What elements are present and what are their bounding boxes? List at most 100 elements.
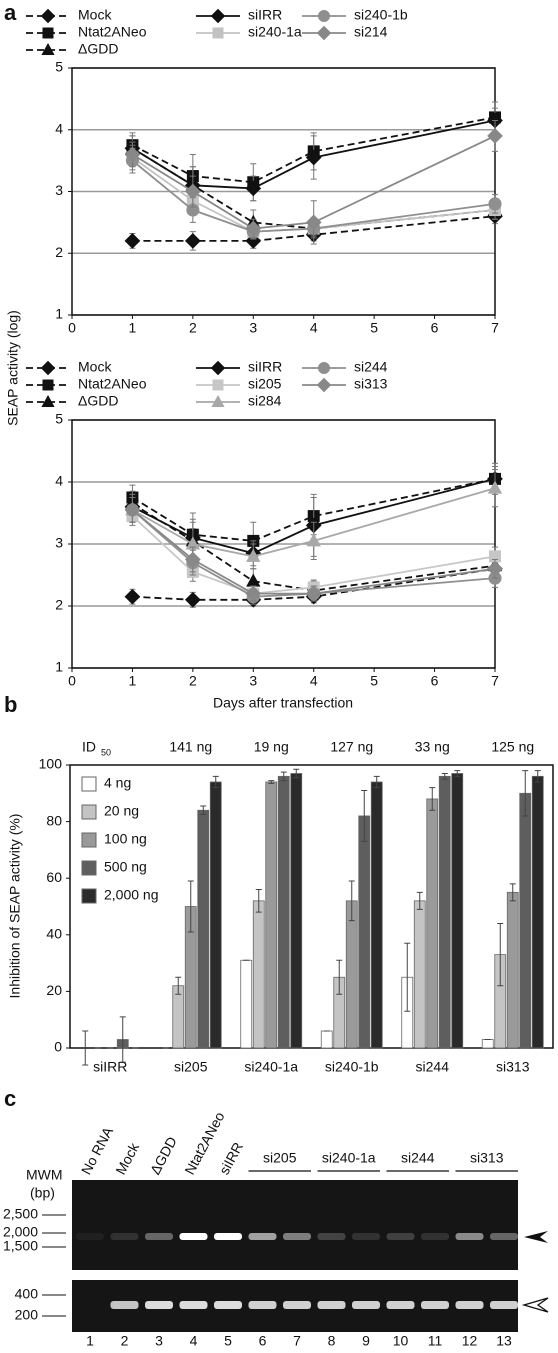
data-point xyxy=(185,183,201,200)
legend-marker xyxy=(318,10,330,22)
data-point xyxy=(245,180,262,197)
gel-band xyxy=(386,1301,415,1309)
category-label: si205 xyxy=(174,1059,208,1075)
x-tick-label: 1 xyxy=(129,673,137,689)
legend-marker xyxy=(211,394,225,407)
legend-label: 100 ng xyxy=(104,831,147,847)
gel-band xyxy=(110,1233,139,1240)
legend-marker xyxy=(210,360,226,376)
legend-label: Ntat2ANeo xyxy=(78,24,147,40)
legend-label: si240-1a xyxy=(248,24,302,40)
bar xyxy=(506,891,519,1049)
lane-label: siIRR xyxy=(216,1139,246,1177)
gel-band xyxy=(283,1301,311,1309)
y-tick-label: 4 xyxy=(55,473,63,489)
gel-band xyxy=(110,1301,139,1309)
lane-number: 13 xyxy=(496,1333,512,1349)
marker-label: 400 xyxy=(15,1286,39,1302)
bar xyxy=(426,798,439,1049)
gel-band xyxy=(76,1233,104,1240)
group-label: si313 xyxy=(470,1150,504,1166)
gel-band xyxy=(179,1233,208,1240)
y-tick-label: 2 xyxy=(55,244,63,260)
legend-marker xyxy=(318,362,330,374)
legend-swatch xyxy=(81,860,97,876)
lane-number: 10 xyxy=(393,1333,409,1349)
data-point xyxy=(246,548,261,562)
bar xyxy=(209,781,222,1049)
error-bar xyxy=(175,976,182,995)
bar xyxy=(290,773,303,1049)
gel-band xyxy=(352,1301,380,1309)
x-tick-label: 5 xyxy=(370,673,378,689)
id50-label: ID xyxy=(82,739,96,755)
error-bar xyxy=(119,1016,126,1063)
gel-band xyxy=(179,1301,208,1309)
bar xyxy=(252,900,265,1049)
bar xyxy=(277,775,290,1049)
legend-marker xyxy=(212,379,224,391)
plot-frame xyxy=(71,67,496,316)
legend-label: si313 xyxy=(354,376,388,392)
data-point xyxy=(124,233,141,249)
bar xyxy=(451,773,464,1049)
y-tick-label: 1 xyxy=(55,306,63,322)
gel-band xyxy=(248,1233,277,1240)
data-point xyxy=(487,480,503,494)
error-bar xyxy=(293,768,300,779)
y-tick-label: 100 xyxy=(39,756,63,772)
data-point xyxy=(305,149,322,166)
error-bar xyxy=(416,891,423,910)
data-point xyxy=(246,573,261,587)
data-point xyxy=(245,585,262,602)
arrowhead-open xyxy=(521,1297,549,1313)
error-bar xyxy=(268,780,275,784)
bar xyxy=(531,775,544,1049)
gel-band xyxy=(214,1233,242,1240)
bar xyxy=(240,959,253,1049)
bar xyxy=(413,900,426,1049)
legend-label: 2,000 ng xyxy=(104,887,159,903)
lane-label: ΔGDD xyxy=(147,1134,180,1177)
id50-value: 19 ng xyxy=(254,739,289,755)
gel-band xyxy=(421,1233,449,1240)
lane-number: 2 xyxy=(121,1333,129,1349)
bar xyxy=(172,985,185,1049)
x-axis-title: Days after transfection xyxy=(213,695,353,711)
error-bar xyxy=(454,770,461,777)
bar xyxy=(320,1030,333,1049)
data-point xyxy=(305,585,322,602)
y-axis-title: Inhibition of SEAP activity (%) xyxy=(7,814,23,999)
lane-label: Mock xyxy=(112,1139,142,1177)
legend-label: 20 ng xyxy=(104,803,139,819)
y-axis-title: SEAP activity (log) xyxy=(5,310,21,426)
x-tick-label: 6 xyxy=(431,673,439,689)
category-label: si244 xyxy=(416,1059,450,1075)
error-bar xyxy=(280,771,287,782)
gel-band xyxy=(317,1233,346,1240)
legend-label: siIRR xyxy=(248,7,282,23)
panel-label: a xyxy=(4,0,17,25)
error-bar xyxy=(361,789,368,842)
legend-label: si214 xyxy=(354,24,388,40)
data-point xyxy=(488,197,502,211)
legend-label: Ntat2ANeo xyxy=(78,376,147,392)
data-point xyxy=(245,233,262,249)
legend-label: Mock xyxy=(78,7,112,23)
lane-label: No RNA xyxy=(78,1124,117,1177)
bar xyxy=(197,809,210,1049)
gel-band xyxy=(145,1233,173,1240)
x-tick-label: 6 xyxy=(431,320,439,336)
plot-frame xyxy=(71,419,496,669)
legend-label: si240-1b xyxy=(354,7,408,23)
mwm-unit: (bp) xyxy=(30,1185,55,1201)
legend-label: ΔGDD xyxy=(78,393,118,409)
legend-marker xyxy=(40,360,56,376)
gel-band xyxy=(490,1233,518,1240)
gel-band xyxy=(145,1301,173,1309)
bar xyxy=(481,1039,494,1049)
legend-swatch xyxy=(81,832,97,848)
gel-band xyxy=(317,1301,346,1309)
lane-number: 1 xyxy=(86,1333,94,1349)
